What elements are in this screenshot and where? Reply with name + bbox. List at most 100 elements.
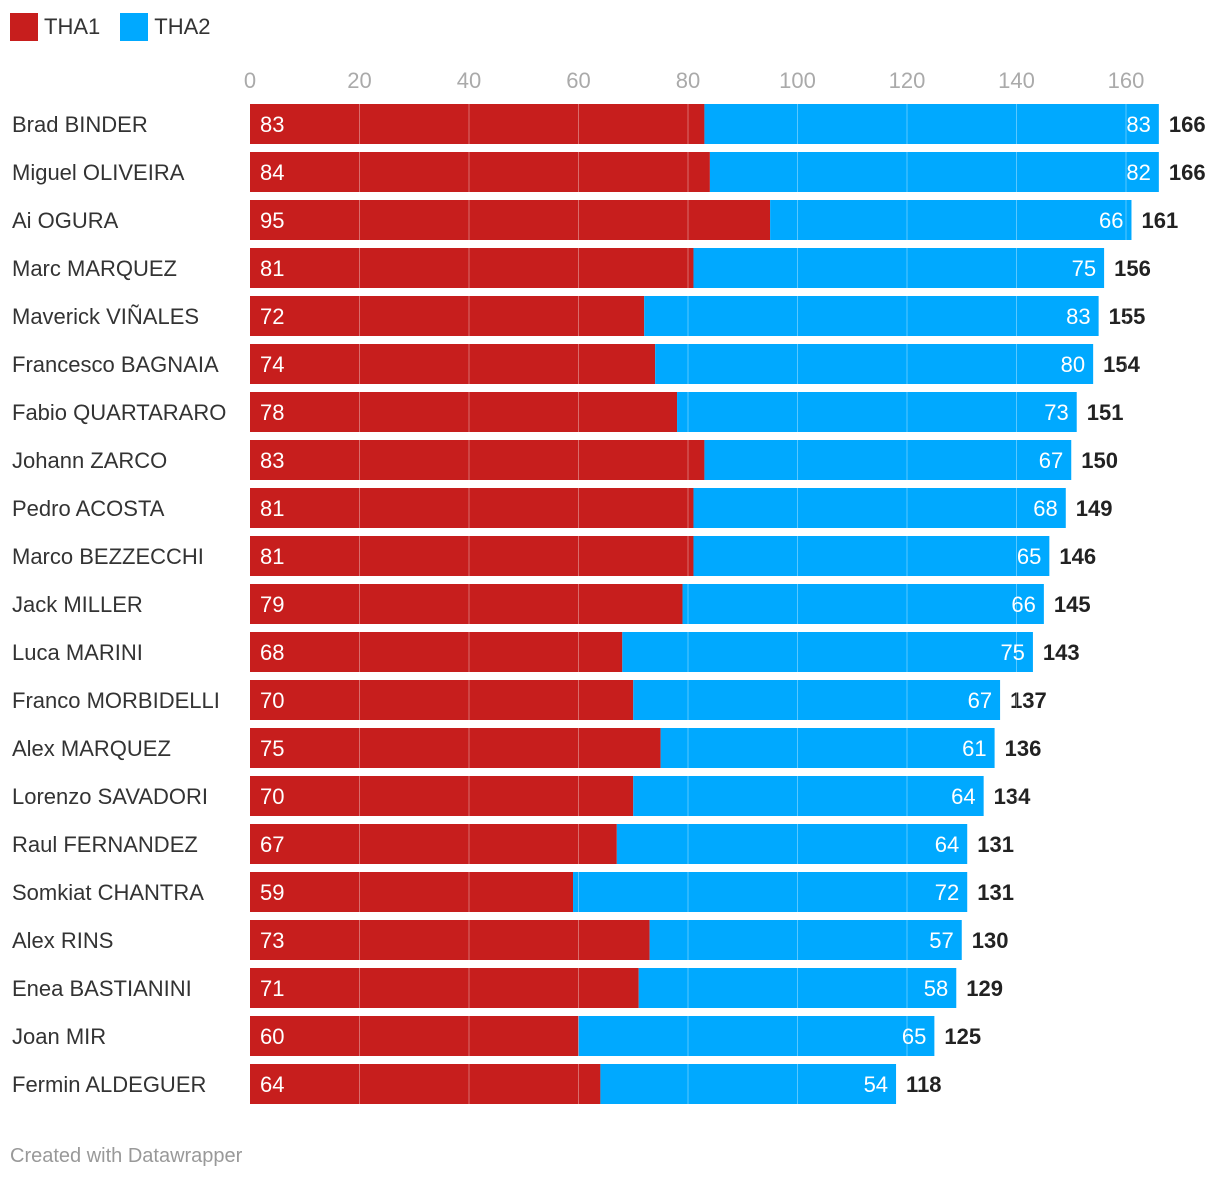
category-label: Maverick VIÑALES — [12, 304, 199, 329]
total-label: 143 — [1043, 640, 1080, 665]
bar-tha2 — [638, 968, 957, 1008]
data-label-tha1: 60 — [260, 1024, 284, 1049]
bar-tha2 — [677, 392, 1077, 432]
data-label-tha1: 81 — [260, 256, 284, 281]
bar-tha1 — [250, 248, 694, 288]
bar-tha1 — [250, 344, 656, 384]
x-tick-label: 100 — [779, 68, 816, 93]
total-label: 136 — [1005, 736, 1042, 761]
total-label: 146 — [1059, 544, 1096, 569]
total-label: 155 — [1109, 304, 1146, 329]
data-label-tha1: 67 — [260, 832, 284, 857]
data-label-tha1: 83 — [260, 448, 284, 473]
legend-item-tha1[interactable]: THA1 — [10, 13, 100, 41]
total-label: 154 — [1103, 352, 1140, 377]
total-label: 166 — [1169, 160, 1206, 185]
bar-tha2 — [693, 488, 1066, 528]
bar-tha2 — [660, 728, 995, 768]
data-label-tha2: 64 — [951, 784, 975, 809]
bar-tha2 — [693, 248, 1105, 288]
x-tick-label: 140 — [998, 68, 1035, 93]
category-label: Fermin ALDEGUER — [12, 1072, 206, 1097]
bar-tha2 — [644, 296, 1099, 336]
data-label-tha2: 68 — [1033, 496, 1057, 521]
total-label: 150 — [1081, 448, 1118, 473]
total-label: 149 — [1076, 496, 1113, 521]
data-label-tha1: 68 — [260, 640, 284, 665]
data-label-tha2: 75 — [1072, 256, 1096, 281]
category-label: Somkiat CHANTRA — [12, 880, 204, 905]
data-label-tha2: 64 — [935, 832, 959, 857]
category-label: Marco BEZZECCHI — [12, 544, 204, 569]
x-tick-label: 160 — [1108, 68, 1145, 93]
category-label: Jack MILLER — [12, 592, 143, 617]
bar-tha1 — [250, 776, 634, 816]
bar-tha2 — [655, 344, 1094, 384]
legend-swatch-tha1 — [10, 13, 38, 41]
total-label: 129 — [966, 976, 1003, 1001]
bar-tha2 — [770, 200, 1132, 240]
total-label: 166 — [1169, 112, 1206, 137]
category-label: Alex RINS — [12, 928, 113, 953]
category-label: Francesco BAGNAIA — [12, 352, 219, 377]
bar-tha2 — [704, 104, 1159, 144]
data-label-tha2: 75 — [1000, 640, 1024, 665]
bar-tha2 — [649, 920, 962, 960]
data-label-tha1: 95 — [260, 208, 284, 233]
category-label: Johann ZARCO — [12, 448, 167, 473]
x-tick-label: 80 — [676, 68, 700, 93]
data-label-tha1: 78 — [260, 400, 284, 425]
data-label-tha2: 57 — [929, 928, 953, 953]
data-label-tha2: 67 — [1039, 448, 1063, 473]
category-label: Luca MARINI — [12, 640, 143, 665]
data-label-tha2: 66 — [1011, 592, 1035, 617]
x-tick-label: 60 — [566, 68, 590, 93]
total-label: 137 — [1010, 688, 1047, 713]
bar-tha2 — [600, 1064, 897, 1104]
legend-item-tha2[interactable]: THA2 — [120, 13, 211, 41]
total-label: 161 — [1141, 208, 1178, 233]
x-tick-label: 40 — [457, 68, 481, 93]
data-label-tha2: 82 — [1126, 160, 1150, 185]
data-label-tha1: 81 — [260, 496, 284, 521]
total-label: 131 — [977, 832, 1014, 857]
bar-tha2 — [633, 776, 984, 816]
total-label: 118 — [906, 1072, 942, 1097]
category-label: Lorenzo SAVADORI — [12, 784, 208, 809]
data-label-tha2: 66 — [1099, 208, 1123, 233]
category-label: Marc MARQUEZ — [12, 256, 177, 281]
bar-tha1 — [250, 440, 705, 480]
bar-tha1 — [250, 680, 634, 720]
data-label-tha1: 81 — [260, 544, 284, 569]
data-label-tha2: 83 — [1126, 112, 1150, 137]
data-label-tha1: 83 — [260, 112, 284, 137]
footer-credit: Created with Datawrapper — [10, 1145, 243, 1167]
total-label: 134 — [994, 784, 1031, 809]
data-label-tha2: 58 — [924, 976, 948, 1001]
data-label-tha1: 64 — [260, 1072, 284, 1097]
category-label: Pedro ACOSTA — [12, 496, 165, 521]
data-label-tha1: 70 — [260, 688, 284, 713]
category-label: Fabio QUARTARARO — [12, 400, 226, 425]
data-label-tha2: 83 — [1066, 304, 1090, 329]
category-label: Alex MARQUEZ — [12, 736, 171, 761]
category-label: Raul FERNANDEZ — [12, 832, 198, 857]
category-label: Enea BASTIANINI — [12, 976, 192, 1001]
stacked-bar-chart: 0 20 40 60 80 100 120 140 160 Brad BINDER 83 83 166 M… — [12, 68, 1206, 1104]
bar-tha2 — [622, 632, 1033, 672]
category-label: Ai OGURA — [12, 208, 119, 233]
data-label-tha1: 74 — [260, 352, 284, 377]
bar-tha1 — [250, 488, 694, 528]
data-label-tha1: 70 — [260, 784, 284, 809]
data-label-tha1: 79 — [260, 592, 284, 617]
bar-tha2 — [682, 584, 1044, 624]
data-label-tha1: 59 — [260, 880, 284, 905]
data-label-tha1: 84 — [260, 160, 284, 185]
bar-tha1 — [250, 920, 650, 960]
category-label: Joan MIR — [12, 1024, 106, 1049]
data-label-tha2: 72 — [935, 880, 959, 905]
total-label: 125 — [944, 1024, 981, 1049]
data-label-tha2: 65 — [902, 1024, 926, 1049]
bar-tha2 — [573, 872, 968, 912]
data-label-tha2: 73 — [1044, 400, 1068, 425]
